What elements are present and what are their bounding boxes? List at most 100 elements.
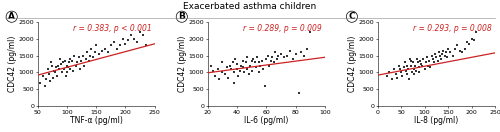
Point <box>101 48 109 50</box>
Point <box>221 73 229 75</box>
Point <box>36 82 44 84</box>
Point <box>61 60 69 62</box>
Point <box>470 39 478 41</box>
Point <box>256 65 264 67</box>
Point <box>73 61 81 63</box>
Text: C: C <box>348 12 355 21</box>
Point <box>441 55 449 57</box>
Point <box>402 70 410 72</box>
Point <box>260 68 268 70</box>
Point <box>72 65 80 67</box>
Point <box>456 50 464 52</box>
Point <box>54 65 62 67</box>
Point <box>68 70 76 72</box>
Point <box>424 65 432 67</box>
Point <box>266 60 274 62</box>
Point <box>118 38 126 40</box>
Point <box>222 66 230 69</box>
Point <box>304 48 312 50</box>
Point <box>232 58 239 60</box>
Text: r = 0.293, p = 0.008: r = 0.293, p = 0.008 <box>412 24 492 33</box>
Point <box>417 63 425 65</box>
Point <box>264 55 272 57</box>
Point <box>394 76 402 79</box>
Point <box>47 61 55 63</box>
Text: r = 0.289, p = 0.009: r = 0.289, p = 0.009 <box>242 24 322 33</box>
Point <box>57 63 65 65</box>
Point <box>406 58 413 60</box>
Point <box>383 75 391 77</box>
Point <box>261 85 269 87</box>
Point <box>248 70 256 72</box>
Point <box>42 78 50 80</box>
Point <box>280 56 288 58</box>
Point <box>428 55 436 57</box>
Text: Exacerbated asthma children: Exacerbated asthma children <box>184 2 316 11</box>
Point <box>64 66 72 69</box>
Point <box>451 48 459 50</box>
Point <box>98 50 106 52</box>
Point <box>86 55 94 57</box>
Point <box>49 76 56 79</box>
Point <box>446 51 454 53</box>
Point <box>443 56 451 58</box>
Point <box>246 65 254 67</box>
Point <box>50 70 58 72</box>
Point <box>239 60 247 62</box>
Point <box>210 70 218 72</box>
Point <box>206 65 214 67</box>
Point <box>240 71 248 74</box>
Point <box>270 61 278 63</box>
Point <box>388 78 396 80</box>
Text: A: A <box>8 12 15 21</box>
Point <box>53 75 61 77</box>
Point <box>454 44 462 46</box>
Point <box>51 71 59 74</box>
Point <box>226 65 234 67</box>
Point <box>430 61 438 63</box>
Point <box>298 51 306 53</box>
Point <box>255 71 263 74</box>
Point <box>271 51 279 53</box>
Point <box>472 31 480 33</box>
Point <box>238 65 246 67</box>
Point <box>233 68 241 70</box>
Point <box>437 58 445 60</box>
Point <box>277 53 285 55</box>
Point <box>236 70 244 72</box>
Point <box>56 58 64 60</box>
Point <box>233 63 241 65</box>
Point <box>432 56 440 58</box>
Text: B: B <box>178 12 185 21</box>
Point <box>262 58 270 60</box>
Point <box>70 55 78 57</box>
Point <box>58 61 66 63</box>
Point <box>300 55 308 57</box>
Point <box>426 66 434 69</box>
Point <box>292 53 300 55</box>
Point <box>243 68 251 70</box>
Point <box>286 50 294 52</box>
Point <box>390 68 398 70</box>
Point <box>249 58 257 60</box>
Point <box>405 78 413 80</box>
Point <box>460 48 468 50</box>
Point <box>412 58 420 60</box>
Point <box>258 60 266 62</box>
Point <box>426 60 434 62</box>
Point <box>408 65 416 67</box>
Point <box>104 51 112 53</box>
Point <box>396 68 404 70</box>
Point <box>110 41 118 43</box>
Point <box>294 92 302 94</box>
Point <box>78 55 86 57</box>
Point <box>48 65 56 67</box>
Point <box>63 71 71 74</box>
X-axis label: IL-8 (pg/ml): IL-8 (pg/ml) <box>414 116 459 125</box>
Point <box>74 56 82 58</box>
Point <box>434 51 442 53</box>
Point <box>244 73 252 75</box>
Point <box>436 55 444 57</box>
Point <box>268 56 276 58</box>
Point <box>112 48 120 50</box>
